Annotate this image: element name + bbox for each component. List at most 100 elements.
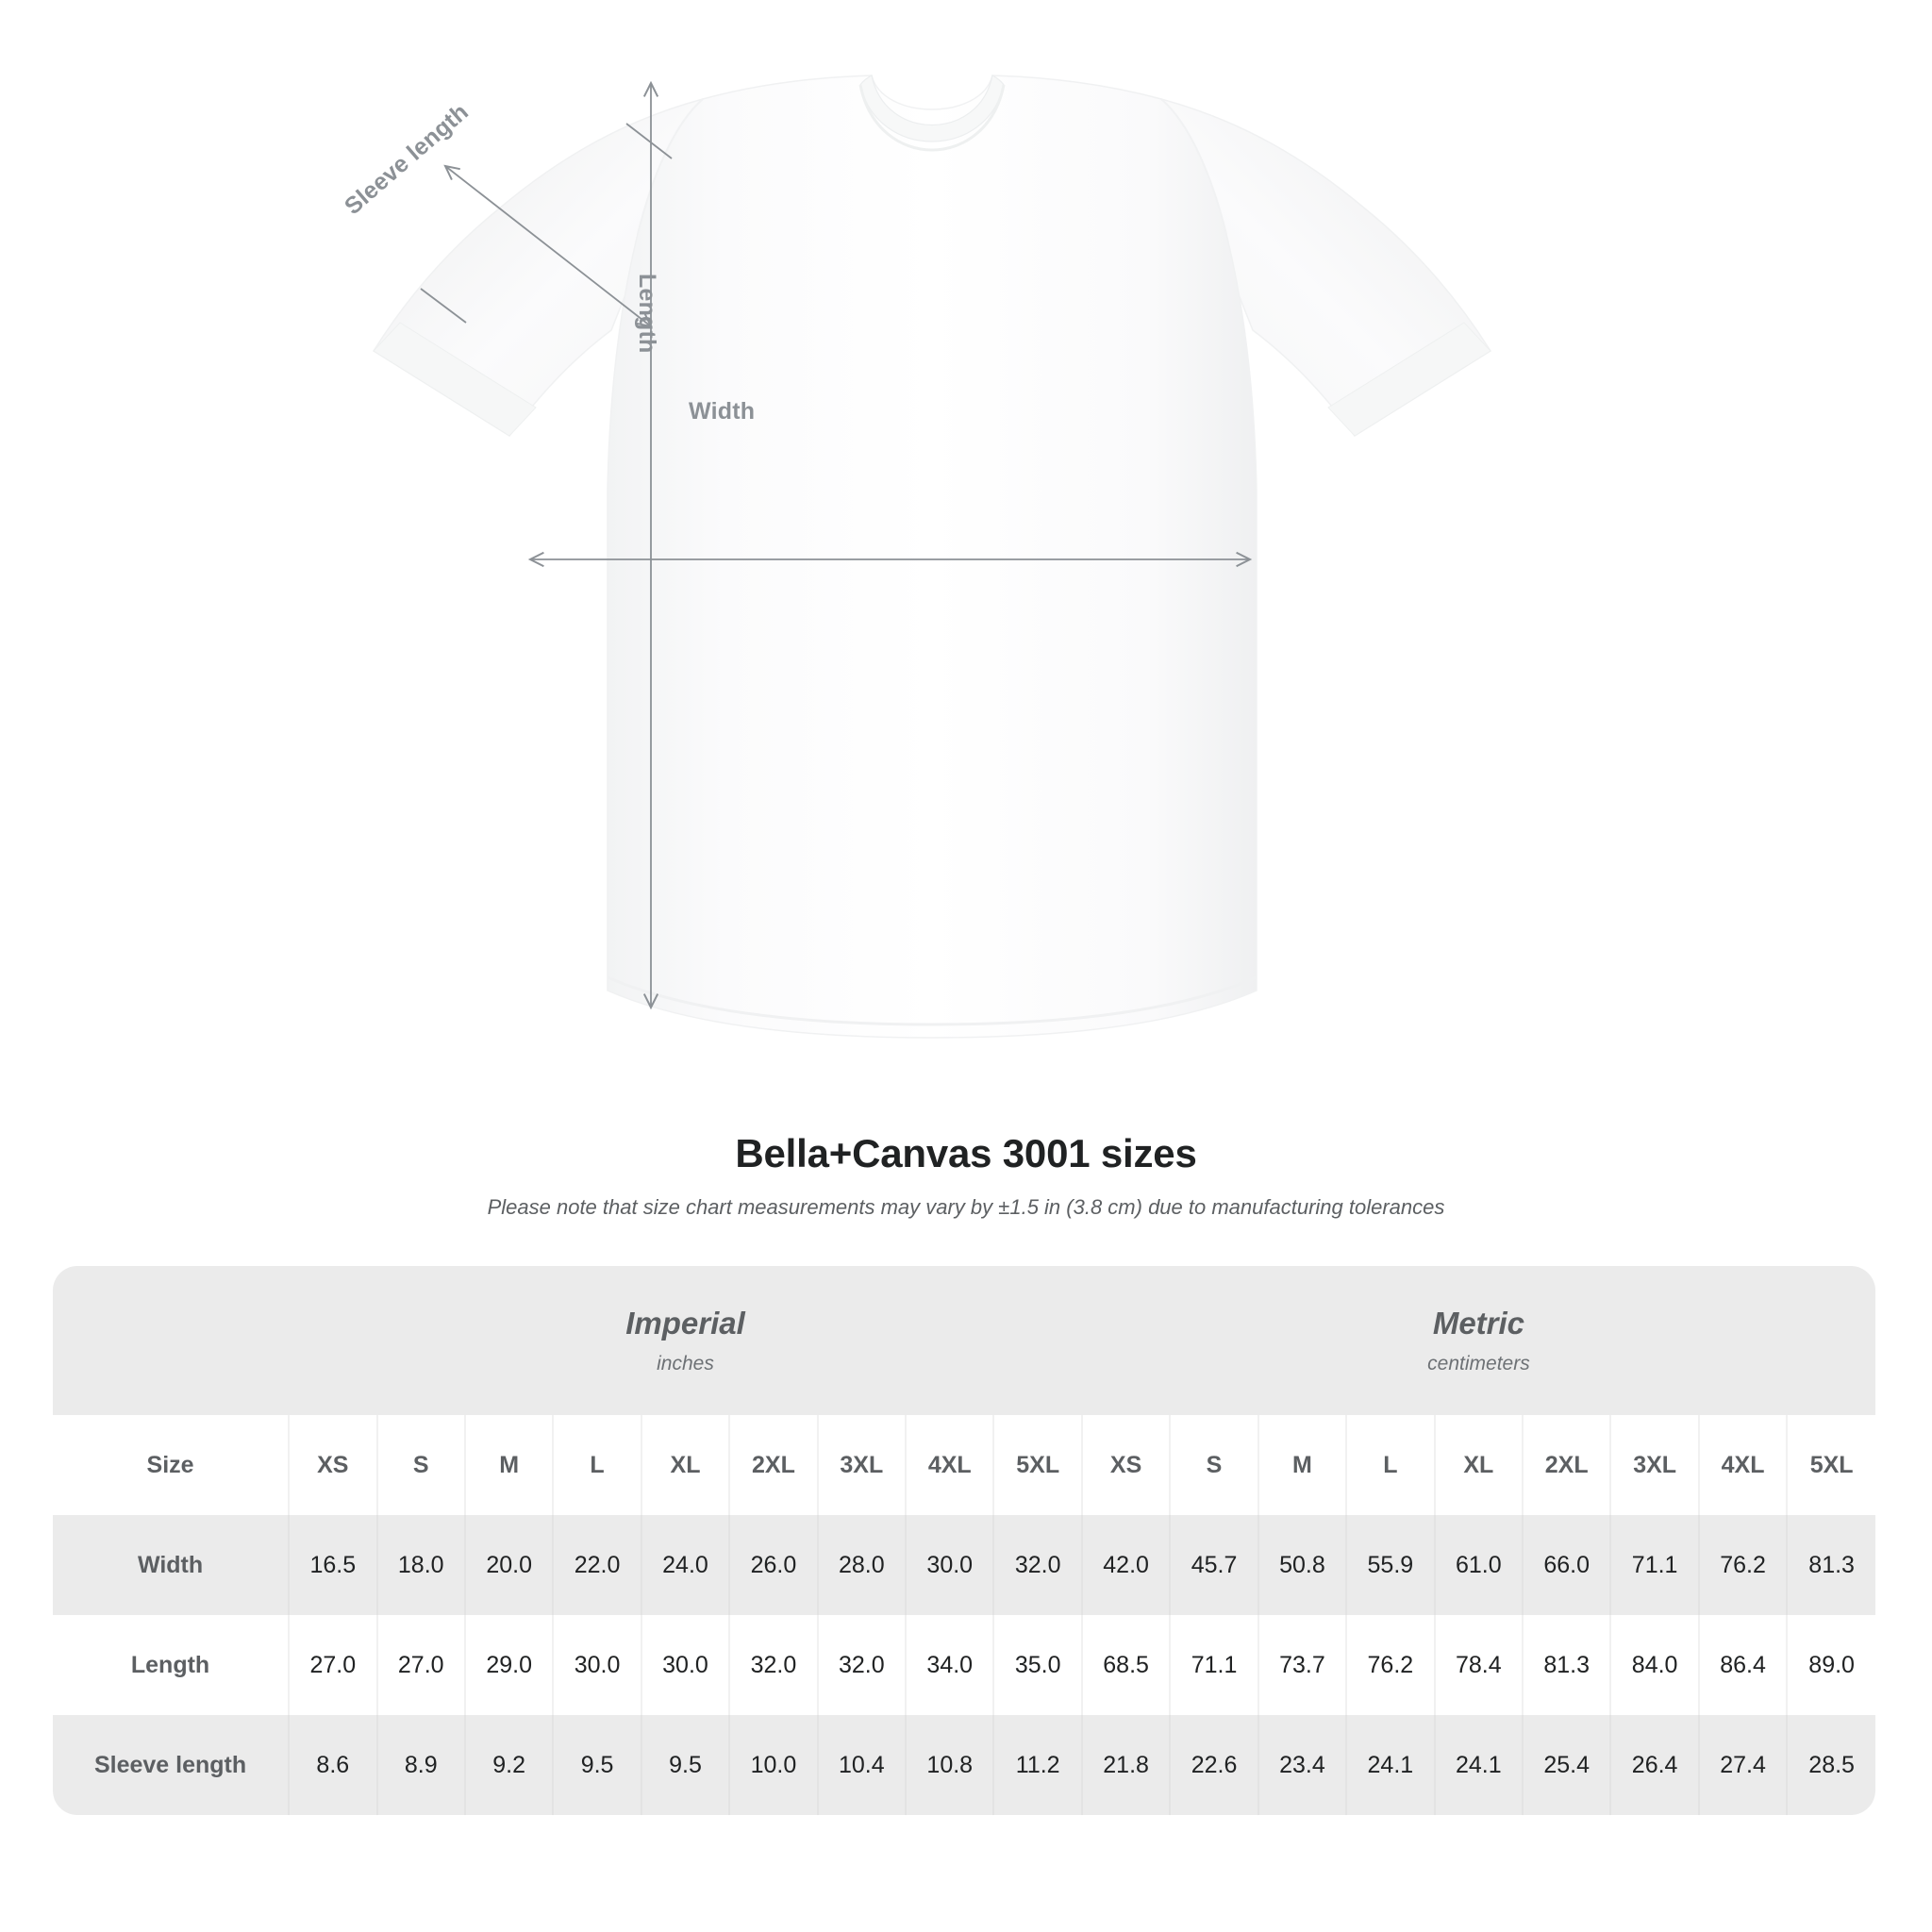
tshirt-illustration xyxy=(372,75,1492,1039)
table-cell: 11.2 xyxy=(992,1715,1082,1815)
table-cell: 81.3 xyxy=(1786,1515,1875,1615)
shirt-body xyxy=(607,75,1257,1039)
tshirt-measurement-diagram: Sleeve length Length Width xyxy=(340,75,1492,1039)
table-cell: 68.5 xyxy=(1080,1615,1171,1715)
column-header-4xl-imperial: 4XL xyxy=(905,1415,994,1515)
table-cell: 35.0 xyxy=(992,1615,1082,1715)
row-header-width: Width xyxy=(53,1515,290,1615)
table-cell: 28.0 xyxy=(816,1515,907,1615)
table-cell: 10.8 xyxy=(905,1715,994,1815)
column-header-3xl-imperial: 3XL xyxy=(816,1415,907,1515)
table-cell: 9.2 xyxy=(463,1715,554,1815)
table-cell: 71.1 xyxy=(1609,1515,1699,1615)
table-cell: 27.4 xyxy=(1697,1715,1788,1815)
right-shoulder-seam xyxy=(1160,98,1227,235)
bottom-hem xyxy=(607,975,1257,1026)
sleeve-tick-bottom xyxy=(420,288,467,324)
right-cuff xyxy=(1327,322,1491,437)
unit-group-title: Imperial xyxy=(625,1306,745,1341)
table-cell: 81.3 xyxy=(1521,1615,1611,1715)
column-header-xl-metric: XL xyxy=(1433,1415,1523,1515)
chart-heading: Bella+Canvas 3001 sizes Please note that… xyxy=(0,1130,1932,1222)
table-cell: 20.0 xyxy=(463,1515,554,1615)
page-title: Bella+Canvas 3001 sizes xyxy=(735,1131,1197,1175)
column-header-5xl-imperial: 5XL xyxy=(992,1415,1082,1515)
table-cell: 25.4 xyxy=(1521,1715,1611,1815)
column-header-xs-imperial: XS xyxy=(288,1415,377,1515)
column-header-3xl-metric: 3XL xyxy=(1609,1415,1699,1515)
table-cell: 26.4 xyxy=(1609,1715,1699,1815)
column-header-m-imperial: M xyxy=(463,1415,554,1515)
table-cell: 30.0 xyxy=(640,1615,730,1715)
table-row: Width 16.5 18.0 20.0 22.0 24.0 26.0 28.0 30.0 32.… xyxy=(53,1515,1875,1615)
table-cell: 34.0 xyxy=(905,1615,994,1715)
table-cell: 27.0 xyxy=(375,1615,465,1715)
unit-group-subtitle: inches xyxy=(657,1352,714,1374)
column-header-xs-metric: XS xyxy=(1080,1415,1171,1515)
table-cell: 30.0 xyxy=(552,1615,641,1715)
column-header-5xl-metric: 5XL xyxy=(1786,1415,1875,1515)
table-cell: 8.6 xyxy=(288,1715,377,1815)
table-cell: 84.0 xyxy=(1609,1615,1699,1715)
table-cell: 23.4 xyxy=(1257,1715,1347,1815)
column-header-s-metric: S xyxy=(1169,1415,1258,1515)
table-cell: 71.1 xyxy=(1169,1615,1258,1715)
table-cell: 55.9 xyxy=(1345,1515,1435,1615)
table-cell: 29.0 xyxy=(463,1615,554,1715)
table-cell: 22.0 xyxy=(552,1515,641,1615)
column-header-l-imperial: L xyxy=(552,1415,641,1515)
unit-group-row: Imperial inches Metric centimeters xyxy=(53,1266,1875,1415)
table-cell: 32.0 xyxy=(992,1515,1082,1615)
table-cell: 76.2 xyxy=(1345,1615,1435,1715)
collar-seam xyxy=(858,84,1006,152)
width-label: Width xyxy=(689,398,756,425)
table-cell: 32.0 xyxy=(816,1615,907,1715)
table-cell: 21.8 xyxy=(1080,1715,1171,1815)
length-label: Length xyxy=(634,274,660,354)
column-header-2xl-imperial: 2XL xyxy=(728,1415,818,1515)
right-sleeve xyxy=(1159,97,1492,438)
unit-group-title: Metric xyxy=(1432,1306,1525,1341)
column-header-s-imperial: S xyxy=(375,1415,465,1515)
table-cell: 9.5 xyxy=(640,1715,730,1815)
table-cell: 86.4 xyxy=(1697,1615,1788,1715)
table-header-row: Size XS S M L XL 2XL 3XL 4XL 5XL XS S M L XL 2XL 3XL 4XL 5… xyxy=(53,1415,1875,1515)
unit-group-subtitle: centimeters xyxy=(1427,1352,1530,1374)
table-cell: 27.0 xyxy=(288,1615,377,1715)
column-header-xl-imperial: XL xyxy=(640,1415,730,1515)
table-cell: 89.0 xyxy=(1786,1615,1875,1715)
table-row: Sleeve length 8.6 8.9 9.2 9.5 9.5 10.0 10.4 10.8… xyxy=(53,1715,1875,1815)
table-cell: 73.7 xyxy=(1257,1615,1347,1715)
table-cell: 22.6 xyxy=(1169,1715,1258,1815)
table-cell: 32.0 xyxy=(728,1615,818,1715)
table-cell: 66.0 xyxy=(1521,1515,1611,1615)
table-cell: 8.9 xyxy=(375,1715,465,1815)
table-cell: 24.1 xyxy=(1433,1715,1523,1815)
table-cell: 30.0 xyxy=(905,1515,994,1615)
table-cell: 76.2 xyxy=(1697,1515,1788,1615)
row-header-length: Length xyxy=(53,1615,290,1715)
table-cell: 50.8 xyxy=(1257,1515,1347,1615)
column-header-2xl-metric: 2XL xyxy=(1521,1415,1611,1515)
table-cell: 18.0 xyxy=(375,1515,465,1615)
unit-band-spacer xyxy=(53,1266,290,1415)
table-cell: 78.4 xyxy=(1433,1615,1523,1715)
table-cell: 9.5 xyxy=(552,1715,641,1815)
tolerance-note: Please note that size chart measurements… xyxy=(487,1195,1445,1220)
column-header-size: Size xyxy=(53,1415,290,1515)
table-cell: 61.0 xyxy=(1433,1515,1523,1615)
table-cell: 16.5 xyxy=(288,1515,377,1615)
table-cell: 24.1 xyxy=(1345,1715,1435,1815)
table-cell: 28.5 xyxy=(1786,1715,1875,1815)
tshirt-shape xyxy=(372,75,1492,1039)
left-cuff xyxy=(373,322,537,437)
table-cell: 42.0 xyxy=(1080,1515,1171,1615)
size-chart-table: Imperial inches Metric centimeters Size XS S M L… xyxy=(53,1266,1875,1815)
unit-group-imperial: Imperial inches xyxy=(289,1266,1082,1415)
table-cell: 10.4 xyxy=(816,1715,907,1815)
column-header-m-metric: M xyxy=(1257,1415,1347,1515)
unit-group-metric: Metric centimeters xyxy=(1081,1266,1875,1415)
table-cell: 24.0 xyxy=(640,1515,730,1615)
table-row: Length 27.0 27.0 29.0 30.0 30.0 32.0 32.0 34.0 35… xyxy=(53,1615,1875,1715)
column-header-4xl-metric: 4XL xyxy=(1697,1415,1788,1515)
